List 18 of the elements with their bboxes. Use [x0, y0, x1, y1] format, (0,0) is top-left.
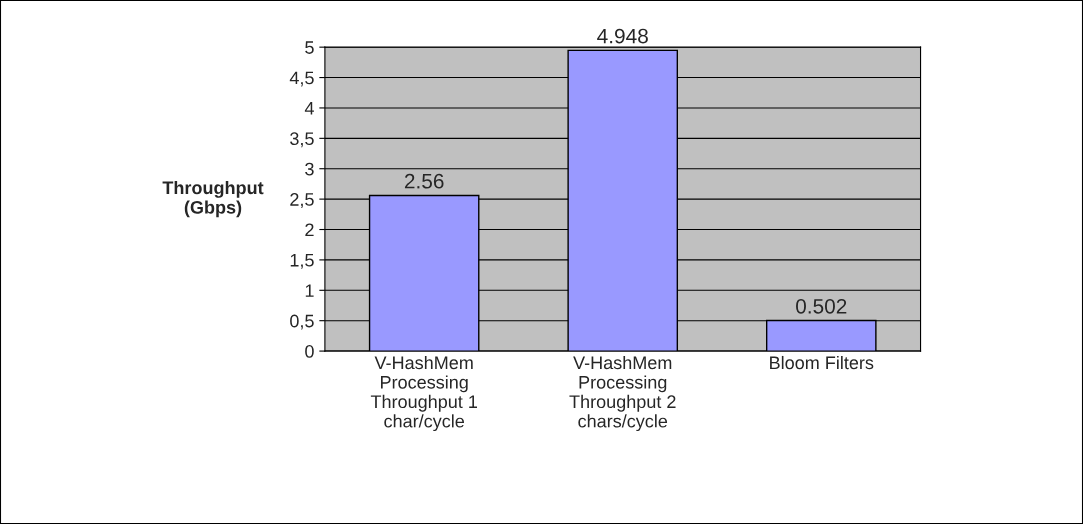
x-tick-label: V-HashMem Processing Throughput 2 chars/cycle: [569, 355, 676, 432]
y-tick-label: 4: [304, 102, 314, 115]
y-tick-label: 3: [305, 162, 314, 176]
y-tick-label: 5: [305, 41, 314, 54]
x-tick-label: Bloom Filters: [770, 355, 874, 370]
y-axis-title: Throughput (Gbps): [162, 180, 264, 218]
data-label: 0.502: [796, 298, 847, 314]
y-tick-label: 1,5: [290, 254, 314, 269]
y-tick-label: 2,5: [290, 193, 314, 208]
data-label: 4.948: [597, 28, 648, 44]
y-tick-label: 3,5: [290, 132, 314, 148]
y-tick-label: 2: [305, 223, 314, 237]
y-tick-label: 4,5: [289, 71, 314, 87]
y-tick-label: 0: [305, 345, 314, 358]
data-label: 2.56: [404, 173, 444, 189]
y-tick-label: 0,5: [290, 314, 314, 330]
y-tick-label: 1: [305, 284, 314, 297]
x-tick-label: V-HashMem Processing Throughput 1 char/cycle: [370, 355, 477, 432]
